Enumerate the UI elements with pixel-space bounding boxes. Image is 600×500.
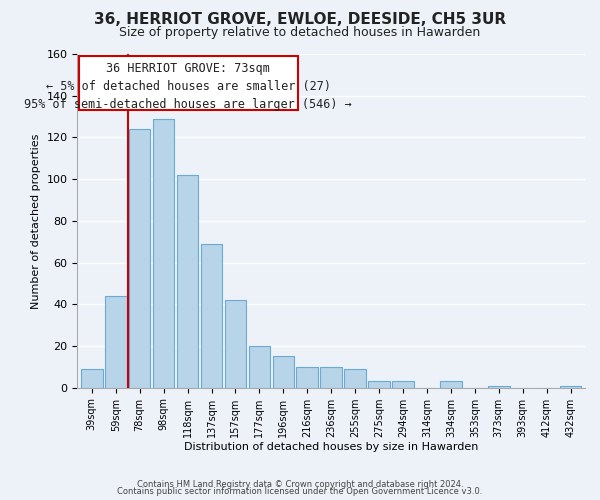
Text: ← 5% of detached houses are smaller (27): ← 5% of detached houses are smaller (27) [46, 80, 331, 93]
Bar [105, 296, 127, 388]
Bar [392, 382, 414, 388]
Bar [488, 386, 509, 388]
FancyBboxPatch shape [79, 56, 298, 110]
Bar [81, 369, 103, 388]
Bar [224, 300, 246, 388]
Bar [129, 129, 151, 388]
Text: 36, HERRIOT GROVE, EWLOE, DEESIDE, CH5 3UR: 36, HERRIOT GROVE, EWLOE, DEESIDE, CH5 3… [94, 12, 506, 28]
Bar [440, 382, 461, 388]
Bar [272, 356, 294, 388]
Text: Contains HM Land Registry data © Crown copyright and database right 2024.: Contains HM Land Registry data © Crown c… [137, 480, 463, 489]
Text: 36 HERRIOT GROVE: 73sqm: 36 HERRIOT GROVE: 73sqm [106, 62, 270, 76]
Bar [560, 386, 581, 388]
Bar [248, 346, 270, 388]
Y-axis label: Number of detached properties: Number of detached properties [31, 133, 41, 308]
Bar [177, 175, 199, 388]
Bar [296, 367, 318, 388]
Text: 95% of semi-detached houses are larger (546) →: 95% of semi-detached houses are larger (… [24, 98, 352, 111]
Bar [320, 367, 342, 388]
X-axis label: Distribution of detached houses by size in Hawarden: Distribution of detached houses by size … [184, 442, 478, 452]
Bar [201, 244, 222, 388]
Bar [368, 382, 390, 388]
Bar [153, 118, 175, 388]
Text: Size of property relative to detached houses in Hawarden: Size of property relative to detached ho… [119, 26, 481, 39]
Text: Contains public sector information licensed under the Open Government Licence v3: Contains public sector information licen… [118, 488, 482, 496]
Bar [344, 369, 366, 388]
